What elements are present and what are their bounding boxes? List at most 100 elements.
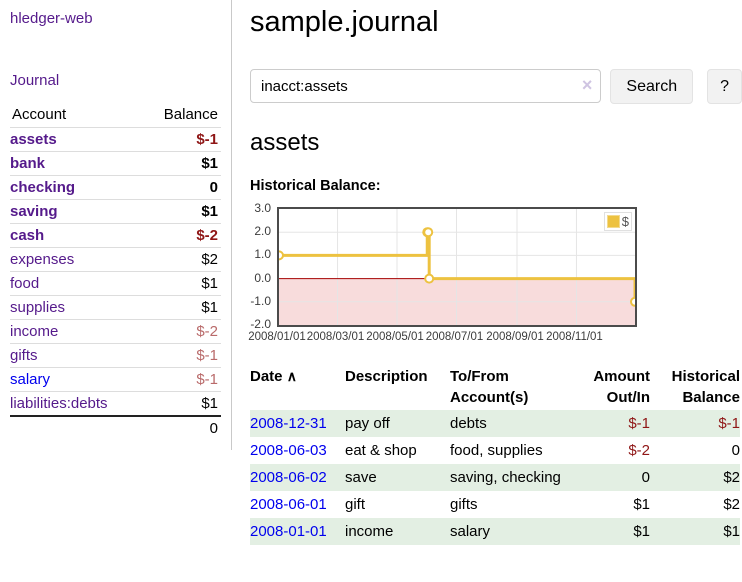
transaction-amount: $1: [633, 523, 650, 540]
search-form: × Search ?: [250, 69, 742, 104]
historical-balance-chart: 3.0 2.0 1.0 0.0 -1.0 -2.0 $ 2008/01/01 2008/03…: [240, 201, 640, 347]
transaction-date-link[interactable]: 2008-06-01: [250, 496, 327, 513]
search-box: ×: [250, 69, 602, 103]
transaction-accounts: debts: [450, 415, 487, 432]
account-row: saving $1: [10, 199, 221, 224]
transaction-date-link[interactable]: 2008-06-02: [250, 469, 327, 486]
transaction-amount: $1: [633, 496, 650, 513]
x-tick-label: 2008/03/01: [306, 331, 365, 343]
chart-plot[interactable]: $: [277, 207, 637, 327]
account-link-income[interactable]: income: [10, 323, 59, 340]
account-balance: 0: [141, 175, 221, 200]
x-tick-label: 2008/05/01: [366, 331, 424, 343]
register-row: 2008-01-01 income salary $1 $1: [250, 518, 740, 545]
transaction-accounts: gifts: [450, 496, 478, 513]
chart-legend: $: [603, 212, 632, 231]
transaction-balance: 0: [731, 442, 740, 459]
account-link-liabilities-debts[interactable]: liabilities:debts: [10, 395, 108, 412]
sidebar: hledger-web Journal Account Balance asse…: [0, 0, 232, 450]
transaction-date-link[interactable]: 2008-01-01: [250, 523, 327, 540]
legend-swatch: [606, 215, 620, 228]
account-balance: $-1: [141, 367, 221, 392]
sidebar-item-journal[interactable]: Journal: [10, 72, 60, 89]
account-balance: $-1: [141, 127, 221, 152]
chart-x-axis-labels: 2008/01/01 2008/03/01 2008/05/01 2008/07/01…: [248, 331, 633, 346]
account-balance: $1: [141, 295, 221, 320]
transaction-description: income: [345, 523, 394, 540]
account-link-cash[interactable]: cash: [10, 227, 45, 244]
register-header-row: Date ∧ Description To/From Account(s) Am…: [250, 364, 740, 410]
page-title: sample.journal: [250, 6, 439, 38]
account-balance: $1: [141, 151, 221, 176]
account-balance: $-2: [141, 319, 221, 344]
transaction-description: eat & shop: [345, 442, 417, 459]
y-tick-label: 0.0: [254, 270, 271, 285]
register-header-date[interactable]: Date ∧: [250, 368, 297, 385]
help-button[interactable]: ?: [707, 69, 742, 104]
account-row: checking 0: [10, 175, 221, 200]
register-header-balance: Historical Balance: [671, 368, 740, 406]
y-tick-label: -1.0: [250, 293, 271, 308]
accounts-total-row: 0: [10, 415, 221, 440]
account-link-checking[interactable]: checking: [10, 179, 76, 196]
accounts-header-account: Account: [12, 106, 67, 123]
register-header-description: Description: [345, 368, 428, 385]
account-balance: $2: [141, 247, 221, 272]
x-tick-label: 2008/01/01: [248, 331, 306, 343]
account-link-salary[interactable]: salary: [10, 371, 51, 388]
transaction-accounts: salary: [450, 523, 491, 540]
transaction-description: pay off: [345, 415, 390, 432]
transaction-accounts: food, supplies: [450, 442, 543, 459]
app-title-link[interactable]: hledger-web: [10, 10, 93, 27]
account-row: liabilities:debts $1: [10, 391, 221, 416]
transaction-balance: $-1: [718, 415, 740, 432]
search-button[interactable]: Search: [610, 69, 694, 104]
account-link-supplies[interactable]: supplies: [10, 299, 66, 316]
account-balance: $1: [141, 199, 221, 224]
account-link-saving[interactable]: saving: [10, 203, 58, 220]
account-link-gifts[interactable]: gifts: [10, 347, 38, 364]
account-row: food $1: [10, 271, 221, 296]
account-link-bank[interactable]: bank: [10, 155, 46, 172]
register-row: 2008-06-02 save saving, checking 0 $2: [250, 464, 740, 491]
account-link-expenses[interactable]: expenses: [10, 251, 75, 268]
account-row: supplies $1: [10, 295, 221, 320]
register-row: 2008-06-01 gift gifts $1 $2: [250, 491, 740, 518]
account-balance: $1: [141, 271, 221, 296]
transaction-balance: $1: [723, 523, 740, 540]
transaction-amount: $-2: [628, 442, 650, 459]
main-content: sample.journal × Search ? assets Histori…: [248, 0, 742, 545]
account-row: expenses $2: [10, 247, 221, 272]
transaction-accounts: saving, checking: [450, 469, 561, 486]
account-link-assets[interactable]: assets: [10, 131, 57, 148]
transaction-date-link[interactable]: 2008-12-31: [250, 415, 327, 432]
register-header-amount: Amount Out/In: [593, 368, 650, 406]
register-table: Date ∧ Description To/From Account(s) Am…: [250, 364, 740, 545]
y-tick-label: 3.0: [254, 201, 271, 215]
account-row: cash $-2: [10, 223, 221, 248]
account-balance: $-1: [141, 343, 221, 368]
register-row: 2008-06-03 eat & shop food, supplies $-2…: [250, 437, 740, 464]
chart-title: Historical Balance:: [250, 178, 381, 194]
x-tick-label: 2008/07/01: [425, 331, 484, 343]
account-row: income $-2: [10, 319, 221, 344]
account-balance: $1: [141, 391, 221, 416]
search-input[interactable]: [250, 69, 602, 103]
account-row: gifts $-1: [10, 343, 221, 368]
transaction-description: gift: [345, 496, 366, 513]
chart-y-axis-labels: 3.0 2.0 1.0 0.0 -1.0 -2.0: [240, 201, 273, 331]
clear-search-icon[interactable]: ×: [581, 75, 593, 95]
sort-ascending-icon: ∧: [286, 368, 297, 384]
account-balance: $-2: [141, 223, 221, 248]
y-tick-label: 1.0: [254, 247, 271, 262]
transaction-balance: $2: [723, 469, 740, 486]
transaction-description: save: [345, 469, 377, 486]
y-tick-label: -2.0: [250, 317, 271, 331]
y-tick-label: 2.0: [254, 224, 271, 239]
account-link-food[interactable]: food: [10, 275, 40, 292]
x-tick-label: 2008/09/01: [486, 331, 544, 343]
transaction-amount: 0: [641, 469, 650, 486]
transaction-amount: $-1: [628, 415, 650, 432]
transaction-date-link[interactable]: 2008-06-03: [250, 442, 327, 459]
register-row: 2008-12-31 pay off debts $-1 $-1: [250, 410, 740, 437]
